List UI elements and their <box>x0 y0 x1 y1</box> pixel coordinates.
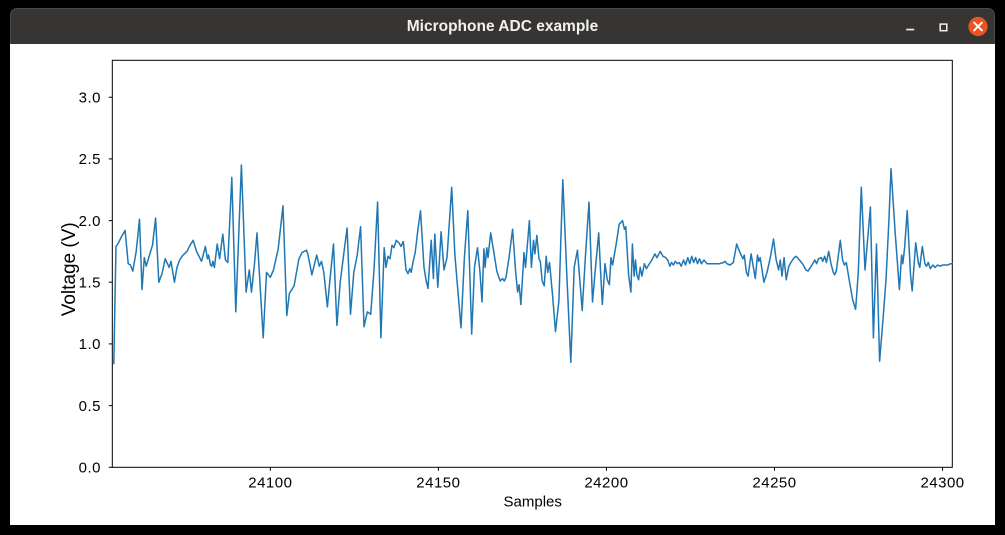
svg-text:Voltage (V): Voltage (V) <box>59 222 80 316</box>
svg-text:0.0: 0.0 <box>79 460 101 477</box>
svg-text:24250: 24250 <box>752 475 796 492</box>
svg-text:2.0: 2.0 <box>79 213 101 230</box>
svg-text:0.5: 0.5 <box>79 398 101 415</box>
svg-text:1.0: 1.0 <box>79 336 101 353</box>
svg-text:24150: 24150 <box>416 475 460 492</box>
svg-text:24100: 24100 <box>248 475 292 492</box>
svg-text:3.0: 3.0 <box>79 89 101 106</box>
svg-text:1.5: 1.5 <box>79 274 101 291</box>
svg-text:24200: 24200 <box>584 475 628 492</box>
svg-text:Samples: Samples <box>504 494 562 511</box>
svg-text:2.5: 2.5 <box>79 151 101 168</box>
svg-text:24300: 24300 <box>920 475 964 492</box>
